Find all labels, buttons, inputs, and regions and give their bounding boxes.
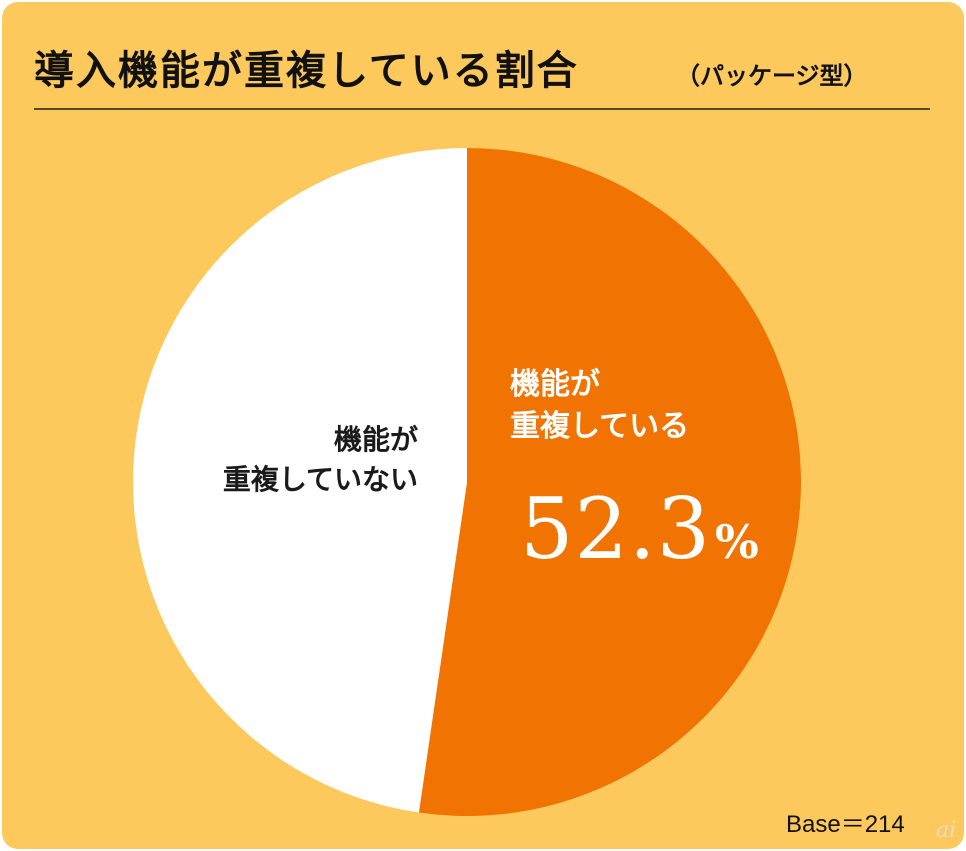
label-overlap-line2: 重複している — [510, 409, 690, 444]
label-overlap-line1: 機能が — [510, 367, 600, 402]
base-note: Base＝214 — [786, 811, 905, 838]
label-no-overlap-line1: 機能が — [333, 423, 418, 456]
slice-overlap — [418, 148, 801, 816]
label-no-overlap-line2: 重複していない — [222, 463, 418, 496]
title-area: 導入機能が重複している割合 （パッケージ型） — [34, 38, 930, 110]
watermark-logo: ai — [936, 818, 957, 843]
chart-subtitle: （パッケージ型） — [676, 62, 868, 90]
chart-title: 導入機能が重複している割合 — [34, 48, 579, 94]
overlap-percentage-unit: % — [715, 515, 759, 569]
label-no-overlap: 機能が 重複していない — [170, 420, 418, 500]
slice-no-overlap — [132, 147, 467, 813]
overlap-percentage-value: 52.3 — [520, 480, 712, 578]
label-overlap: 機能が 重複している — [510, 364, 689, 448]
overlap-percentage: 52.3% — [520, 480, 759, 578]
